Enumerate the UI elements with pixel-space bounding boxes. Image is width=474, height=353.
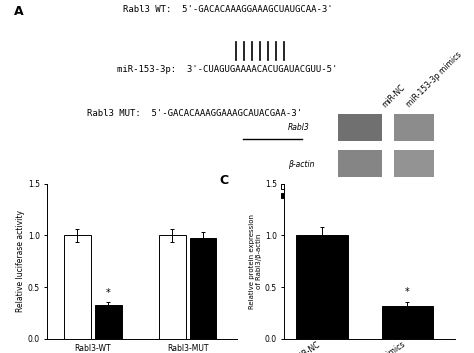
Text: Rabl3 WT:  5'-GACACAAAGGAAAGCUAUGCAA-3': Rabl3 WT: 5'-GACACAAAGGAAAGCUAUGCAA-3' bbox=[123, 5, 332, 14]
Text: *: * bbox=[405, 287, 410, 298]
Bar bbox=[394, 114, 434, 141]
Bar bbox=[338, 150, 382, 177]
Bar bbox=[338, 114, 382, 141]
Text: Rabl3: Rabl3 bbox=[288, 123, 310, 132]
Text: A: A bbox=[14, 5, 24, 18]
Text: miR-153-3p:  3'-CUAGUGAAAACACUGAUACGUU-5': miR-153-3p: 3'-CUAGUGAAAACACUGAUACGUU-5' bbox=[118, 65, 337, 74]
Text: Rabl3 MUT:  5'-GACACAAAGGAAAGCAUACGAA-3': Rabl3 MUT: 5'-GACACAAAGGAAAGCAUACGAA-3' bbox=[87, 109, 302, 118]
Bar bbox=[64, 235, 91, 339]
Text: miR-NC: miR-NC bbox=[380, 83, 407, 109]
Y-axis label: Relative protein expression
of Rabl3/β-actin: Relative protein expression of Rabl3/β-a… bbox=[249, 214, 262, 309]
Text: β-actin: β-actin bbox=[288, 160, 315, 169]
Text: miR-153-3p mimics: miR-153-3p mimics bbox=[405, 50, 464, 109]
Bar bbox=[296, 235, 347, 339]
Text: C: C bbox=[219, 174, 228, 187]
Bar bbox=[159, 235, 185, 339]
Text: *: * bbox=[106, 288, 110, 298]
Bar bbox=[382, 306, 433, 339]
Bar bbox=[190, 238, 216, 339]
Y-axis label: Relative luciferase activity: Relative luciferase activity bbox=[16, 210, 25, 312]
Legend: miR-NC, miR-153-3p mimics: miR-NC, miR-153-3p mimics bbox=[281, 184, 357, 199]
Bar bbox=[95, 305, 121, 339]
Bar bbox=[394, 150, 434, 177]
